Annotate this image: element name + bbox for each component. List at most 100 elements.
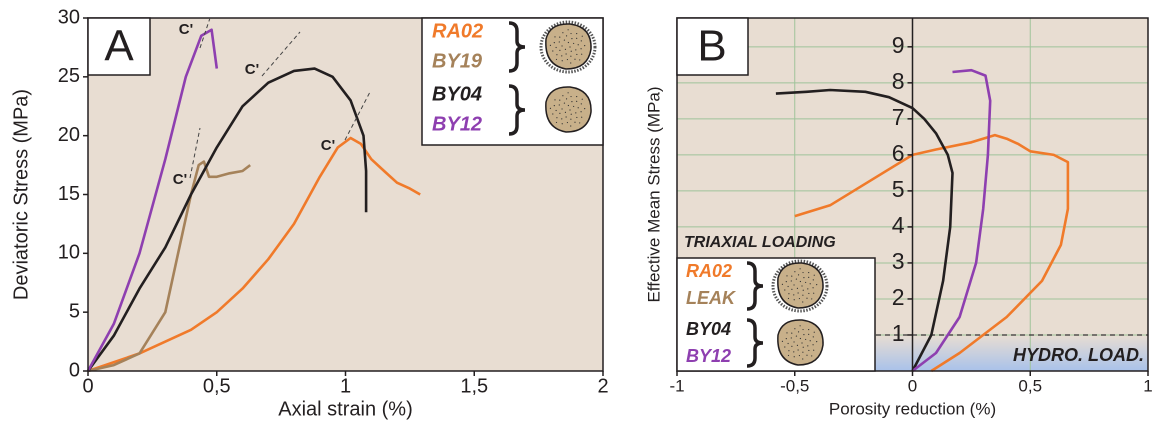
y-tick-label: 7 xyxy=(892,104,905,130)
grain-dot xyxy=(806,354,808,356)
grain-dot xyxy=(565,98,568,100)
legend-label: BY04 xyxy=(686,319,731,339)
grain-icon xyxy=(777,262,824,309)
grain-dot xyxy=(816,284,818,286)
grain-dot xyxy=(561,45,563,47)
grain-dot xyxy=(559,99,561,101)
grain-dot xyxy=(576,95,578,98)
grain-dot xyxy=(552,113,554,115)
panel-label-box xyxy=(676,17,749,76)
grain-dot xyxy=(570,62,572,64)
grain-icon xyxy=(545,23,592,70)
y-tick-label: 2 xyxy=(892,284,905,310)
grain-dot xyxy=(812,287,814,289)
grain-dot xyxy=(552,50,554,52)
grain-dot xyxy=(802,271,804,274)
grain-dot xyxy=(808,292,810,295)
y-axis-title: Effective Mean Stress (MPa) xyxy=(644,86,663,302)
data-line xyxy=(911,68,992,373)
grain-dot xyxy=(798,297,801,300)
y-tick-label: 10 xyxy=(58,242,80,264)
grain-dot xyxy=(806,297,808,299)
grain-dot xyxy=(787,342,789,345)
grain-dot xyxy=(570,125,572,127)
grain-dot xyxy=(558,41,560,43)
panel-label: B xyxy=(697,22,726,71)
grain-dot xyxy=(576,116,578,119)
tangent-line xyxy=(344,91,371,141)
grain-dot xyxy=(575,49,577,51)
grain-dot xyxy=(791,345,793,347)
grain-dot xyxy=(579,59,581,61)
grain-icon xyxy=(545,86,592,133)
data-line xyxy=(87,136,421,373)
grain-dot xyxy=(580,103,582,105)
grain-dot xyxy=(580,111,582,113)
x-tick-label: 1,5 xyxy=(460,375,488,397)
grain-dot xyxy=(808,271,810,274)
annotation: C' xyxy=(321,137,335,154)
grain-dot xyxy=(785,281,787,283)
grain-dot xyxy=(561,108,563,110)
grain-dot xyxy=(786,275,788,277)
grain-dot xyxy=(809,283,811,285)
grain-dot xyxy=(562,32,564,34)
grain-dot xyxy=(559,49,561,51)
grain-dot xyxy=(808,333,810,335)
grain-dot xyxy=(787,285,789,288)
grain-dot xyxy=(581,116,583,118)
grain-dot xyxy=(555,121,558,124)
grain-dot xyxy=(794,271,796,273)
grain-dot xyxy=(797,292,799,294)
grain-dot xyxy=(565,53,567,55)
data-line xyxy=(86,28,219,372)
x-tick-label: 2 xyxy=(597,375,608,397)
data-line xyxy=(794,133,1070,373)
data-line xyxy=(86,67,368,372)
grain-dot xyxy=(554,99,556,101)
legend-label: BY12 xyxy=(686,346,731,366)
grain-dot xyxy=(793,341,795,343)
grain-dot xyxy=(580,48,582,50)
grain-dot xyxy=(805,281,807,284)
grain-coating xyxy=(539,20,597,74)
grain-dot xyxy=(566,121,569,124)
grain-dot xyxy=(798,354,801,357)
grain-dot xyxy=(811,355,813,357)
grain-dot xyxy=(561,123,563,125)
y-tick-label: 25 xyxy=(58,65,80,87)
grain-dot xyxy=(795,335,798,337)
grain-dot xyxy=(796,287,799,289)
grain-dot xyxy=(786,332,788,334)
grain-dot xyxy=(797,349,799,351)
grain-dot xyxy=(803,334,805,336)
grain-dot xyxy=(567,104,569,107)
grain-dot xyxy=(802,351,804,353)
grain-dot xyxy=(802,346,804,348)
grain-dot xyxy=(562,95,564,97)
grain-dot xyxy=(584,45,586,47)
grain-dot xyxy=(788,293,790,295)
grain-dot xyxy=(793,356,795,358)
plot-frame xyxy=(87,17,604,372)
grain-dot xyxy=(570,118,572,120)
grain-dot xyxy=(555,46,557,49)
data-line xyxy=(775,88,954,372)
grain-dot xyxy=(808,276,810,278)
grain-dot xyxy=(574,121,576,123)
grain-dot xyxy=(812,336,814,338)
annotation: TRIAXIAL LOADING xyxy=(684,234,836,251)
grain-dot xyxy=(555,58,558,61)
brace xyxy=(746,261,764,311)
panel-label-box xyxy=(87,17,151,76)
grain-dot xyxy=(549,44,552,46)
y-tick-label: 0 xyxy=(69,359,80,381)
tangent-line xyxy=(199,17,211,49)
y-tick-label: 20 xyxy=(58,124,80,146)
grain-dot xyxy=(570,55,572,57)
grain-dot xyxy=(553,105,555,107)
grain-dot xyxy=(801,342,803,344)
x-tick-label: 0 xyxy=(82,375,93,397)
panel-label: A xyxy=(104,22,134,71)
